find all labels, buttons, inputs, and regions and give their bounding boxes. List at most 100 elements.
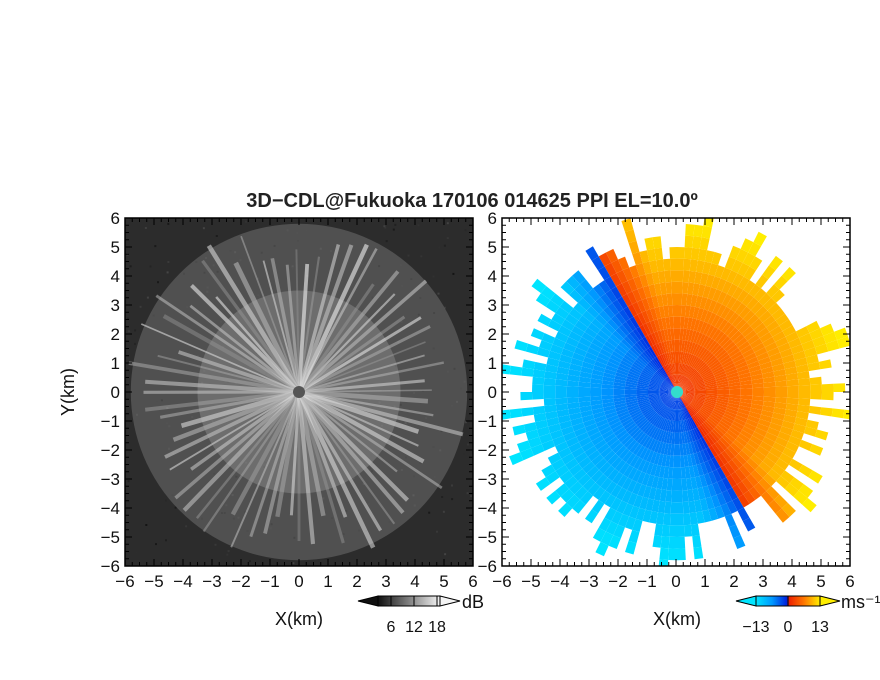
velocity-cell (569, 463, 583, 476)
noise-speck (227, 550, 230, 553)
velocity-cell (688, 370, 698, 380)
reflectivity-ray (230, 391, 300, 548)
velocity-cell (681, 432, 686, 444)
velocity-cell (591, 454, 604, 466)
velocity-cell (699, 296, 708, 310)
velocity-cell (653, 452, 661, 465)
colorbar-tick-label: 13 (811, 619, 829, 636)
noise-speck (129, 265, 132, 268)
velocity-cell (709, 430, 720, 442)
velocity-cell (669, 408, 674, 421)
velocity-cell (681, 351, 686, 364)
velocity-cell (664, 379, 673, 389)
velocity-cell (738, 450, 751, 462)
velocity-cell (576, 432, 590, 442)
noise-speck (248, 560, 251, 563)
velocity-cell (629, 408, 641, 416)
velocity-cell (693, 344, 701, 356)
x-tick-label: −3 (579, 572, 598, 591)
velocity-cell (631, 412, 643, 421)
velocity-cell (674, 432, 677, 445)
velocity-cell (651, 399, 662, 407)
velocity-cell (825, 340, 840, 352)
velocity-cell (578, 396, 591, 403)
velocity-cell (730, 330, 742, 342)
velocity-cell (595, 314, 608, 326)
reflectivity-ray (249, 391, 301, 538)
velocity-cell (590, 399, 603, 406)
velocity-cell (574, 347, 587, 357)
velocity-cell (773, 407, 786, 415)
velocity-cell (621, 418, 634, 427)
reflectivity-ray (296, 391, 326, 517)
velocity-cell (638, 401, 650, 407)
velocity-cell (689, 259, 698, 272)
velocity-cell (732, 273, 744, 287)
velocity-cell (601, 392, 614, 396)
velocity-cell (670, 443, 675, 456)
velocity-cell (693, 395, 706, 400)
velocity-cell (779, 348, 793, 358)
noise-speck (214, 543, 217, 546)
velocity-cell (664, 379, 674, 388)
velocity-cell (635, 326, 646, 339)
velocity-cell (637, 312, 647, 325)
x-tick-label: 1 (700, 572, 709, 591)
x-tick-label: 3 (758, 572, 767, 591)
velocity-cell (733, 439, 745, 451)
reflectivity-ray (240, 235, 300, 393)
velocity-cell (728, 382, 741, 387)
velocity-cell (561, 426, 575, 436)
velocity-cell (732, 497, 744, 511)
velocity-cell (613, 385, 626, 390)
noise-speck (226, 553, 229, 556)
velocity-cell (686, 367, 694, 378)
velocity-cell (714, 316, 725, 329)
velocity-cell (699, 237, 710, 251)
velocity-cell (678, 420, 682, 433)
velocity-cell (738, 340, 750, 351)
y-tick-label: −4 (478, 499, 497, 518)
velocity-cell (726, 344, 738, 355)
velocity-cell (748, 411, 761, 419)
velocity-cell (578, 336, 592, 348)
velocity-cell (638, 419, 649, 429)
velocity-cell (626, 333, 637, 345)
velocity-cell (674, 339, 677, 352)
velocity-cell (748, 284, 761, 298)
velocity-cell (665, 378, 674, 388)
velocity-cell (601, 429, 614, 440)
velocity-cell (600, 326, 613, 338)
velocity-cell (676, 374, 677, 387)
velocity-cell (557, 414, 571, 424)
noise-speck (428, 511, 431, 514)
velocity-cell (636, 357, 647, 367)
velocity-cell (796, 364, 809, 373)
velocity-cell (663, 305, 670, 318)
velocity-cell (727, 445, 739, 457)
velocity-cell (638, 355, 649, 365)
velocity-cell (561, 348, 575, 358)
velocity-cell (533, 361, 547, 372)
velocity-cell (591, 403, 604, 411)
velocity-cell (629, 368, 641, 376)
velocity-cell (574, 452, 588, 464)
velocity-cell (735, 468, 747, 482)
velocity-cell (682, 282, 689, 294)
velocity-cell (695, 427, 704, 439)
velocity-cell (613, 394, 626, 399)
colorbar-tick-label: 12 (405, 619, 423, 636)
velocity-cell (805, 419, 819, 430)
velocity-cell (677, 397, 678, 410)
velocity-cell (679, 339, 683, 352)
velocity-cell (591, 435, 604, 446)
velocity-cell (682, 393, 694, 398)
velocity-cell (617, 296, 628, 310)
velocity-cell (742, 348, 755, 358)
velocity-cell (619, 309, 630, 322)
velocity-cell (678, 397, 684, 409)
velocity-cell (681, 381, 692, 389)
velocity-cell (681, 420, 686, 433)
velocity-cell (551, 313, 566, 326)
velocity-cell (653, 428, 661, 440)
